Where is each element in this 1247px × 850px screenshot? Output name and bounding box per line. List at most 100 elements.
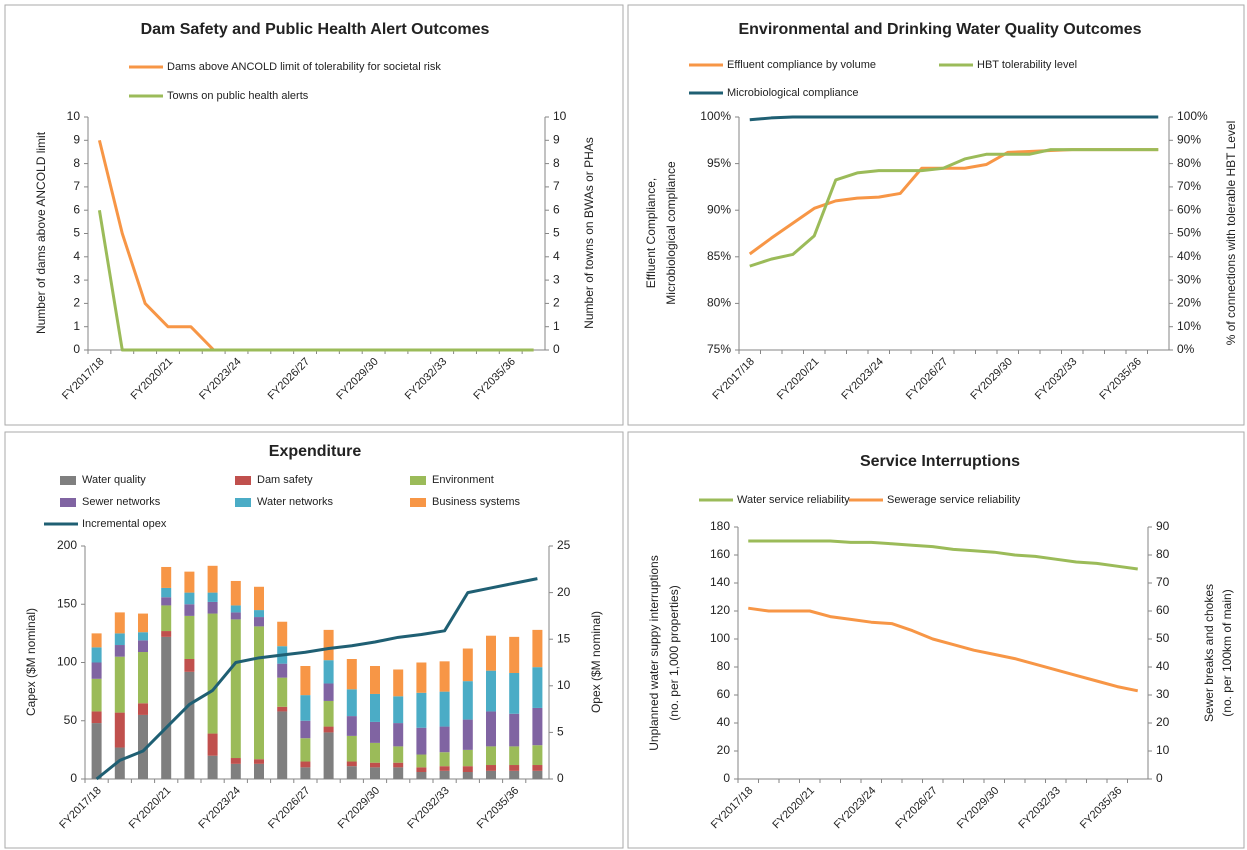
legend-label: Sewer networks [82, 496, 161, 508]
x-tick-label: FY2020/21 [127, 785, 174, 832]
y-tick-label: 6 [73, 202, 80, 216]
bar-segment [91, 723, 102, 779]
legend-label: Microbiological compliance [727, 87, 858, 99]
legend-label: HBT tolerability level [977, 59, 1077, 71]
bar-segment [277, 663, 288, 678]
bar-segment [439, 752, 450, 767]
x-tick-label: FY2020/21 [775, 356, 822, 403]
y-tick-label: 7 [73, 179, 80, 193]
bar-segment [207, 592, 218, 602]
x-tick-label: FY2032/33 [1033, 356, 1080, 403]
y-tick-label: 2 [73, 296, 80, 310]
bar-segment [323, 629, 334, 661]
legend-label: Dams above ANCOLD limit of tolerability … [167, 61, 441, 73]
x-tick-label: FY2023/24 [196, 785, 243, 832]
bar-segment [370, 665, 380, 694]
bar-segment [138, 632, 148, 641]
y2-tick-label: 2 [553, 296, 560, 310]
y-tick-label: 75% [707, 342, 731, 356]
y2-tick-label: 5 [557, 725, 564, 739]
y-tick-label: 10 [67, 109, 81, 123]
panel [4, 431, 624, 849]
bar-segment [114, 645, 125, 657]
bar-segment [416, 772, 427, 779]
bar-segment [462, 766, 473, 773]
bar-segment [184, 659, 195, 672]
bar-segment [161, 605, 172, 632]
x-tick-label: FY2017/18 [709, 785, 756, 832]
bar-segment [346, 761, 357, 767]
y2-tick-label: 9 [553, 132, 560, 146]
bar-segment [393, 762, 404, 768]
y-tick-label: 95% [707, 156, 731, 170]
bar-segment [254, 586, 264, 611]
bar-segment [323, 700, 334, 727]
bar-segment [114, 656, 125, 713]
bar-segment [277, 706, 288, 712]
y-tick-label: 0 [73, 342, 80, 356]
bar-segment [277, 711, 288, 779]
axis-label: Unplanned water suppy interruptions [647, 555, 661, 750]
y-tick-label: 80% [707, 296, 731, 310]
bar-segment [300, 720, 311, 739]
axis-label: Microbiological compliance [664, 161, 678, 305]
x-tick-label: FY2020/21 [129, 356, 176, 403]
legend-label: Environment [432, 474, 494, 486]
axis-label: Number of dams above ANCOLD limit [34, 131, 48, 334]
legend-label: Water quality [82, 474, 146, 486]
bar-segment [161, 636, 172, 779]
bar-segment [184, 671, 195, 779]
bar-segment [532, 667, 543, 708]
bar-segment [114, 747, 125, 779]
legend-label: Sewerage service reliability [887, 494, 1021, 506]
y-tick-label: 90% [707, 202, 731, 216]
x-tick-label: FY2029/30 [955, 785, 1002, 832]
y-tick-label: 100 [710, 631, 730, 645]
y2-tick-label: 60 [1156, 603, 1170, 617]
bar-segment [323, 732, 334, 779]
y2-tick-label: 4 [553, 249, 560, 263]
bar-segment [370, 762, 380, 768]
y2-tick-label: 80% [1177, 156, 1201, 170]
bar-segment [370, 742, 380, 763]
bar-segment [138, 714, 148, 779]
bar-segment [161, 631, 172, 637]
bar-segment [138, 652, 148, 704]
y2-tick-label: 0 [1156, 771, 1163, 785]
bar-segment [439, 691, 450, 727]
y-tick-label: 50 [64, 713, 78, 727]
y-tick-label: 20 [717, 743, 731, 757]
y2-tick-label: 40 [1156, 659, 1170, 673]
x-tick-label: FY2026/27 [266, 785, 313, 832]
series-line [95, 577, 538, 781]
x-tick-label: FY2017/18 [710, 356, 757, 403]
y2-tick-label: 25 [557, 538, 571, 552]
x-tick-label: FY2020/21 [770, 785, 817, 832]
x-tick-label: FY2029/30 [336, 785, 383, 832]
axis-label: Sewer breaks and chokes [1202, 584, 1216, 722]
y2-tick-label: 20 [1156, 715, 1170, 729]
bar-segment [161, 597, 172, 606]
bar-segment [184, 604, 195, 616]
bar-segment [509, 713, 520, 747]
bar-segment [486, 635, 496, 671]
y-tick-label: 85% [707, 249, 731, 263]
legend-label: Water service reliability [737, 494, 850, 506]
y-tick-label: 80 [717, 659, 731, 673]
legend-swatch [60, 476, 76, 485]
bar-segment [184, 592, 195, 605]
bar-segment [300, 695, 311, 721]
y2-tick-label: 50% [1177, 226, 1201, 240]
axis-label: Effluent Compliance, [644, 178, 658, 289]
x-tick-label: FY2023/24 [839, 356, 886, 403]
bar-segment [207, 613, 218, 734]
bar-segment [393, 696, 404, 724]
y-tick-label: 140 [710, 575, 730, 589]
bar-segment [91, 633, 102, 648]
bar-segment [439, 661, 450, 692]
y-tick-label: 3 [73, 272, 80, 286]
bar-segment [230, 580, 241, 606]
bar-segment [416, 754, 427, 768]
y-tick-label: 60 [717, 687, 731, 701]
